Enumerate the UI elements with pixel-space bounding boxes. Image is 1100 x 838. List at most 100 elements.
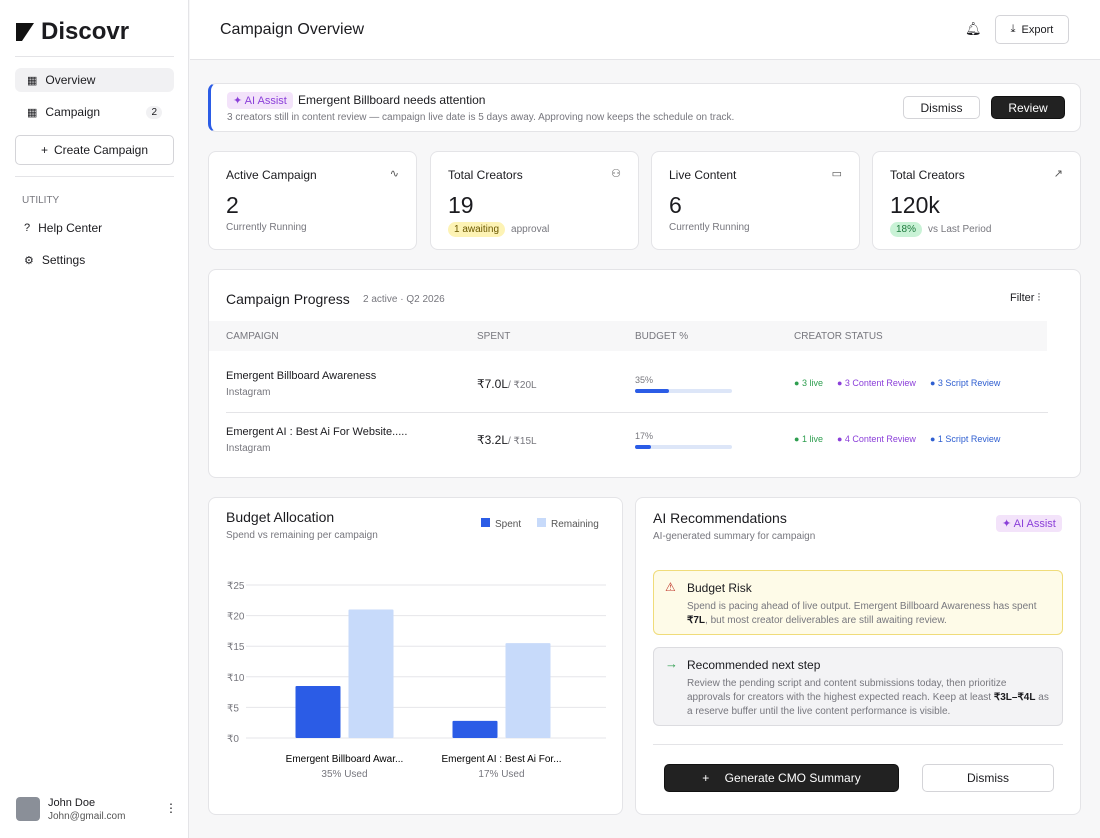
y-tick-label: ₹15 xyxy=(227,642,245,653)
budget-percent: 35% xyxy=(635,375,654,385)
next-step-card: → Recommended next step Review the pendi… xyxy=(653,647,1063,726)
stat-label: Total Creators xyxy=(890,168,965,182)
y-tick-label: ₹25 xyxy=(227,581,245,592)
alert-title: Emergent Billboard needs attention xyxy=(298,93,486,107)
y-tick-label: ₹5 xyxy=(227,703,239,714)
spent: ₹3.2L/ ₹15L xyxy=(477,433,537,447)
budget-percent: 17% xyxy=(635,431,654,441)
campaign-name: Emergent AI : Best Ai For Website..... xyxy=(226,426,408,438)
bell[interactable]: 🔔︎ xyxy=(965,21,982,36)
progress-bar xyxy=(635,389,669,393)
progress-card: Campaign Progress 2 active · Q2 2026 Fil… xyxy=(208,269,1081,478)
spent-value: ₹3.2L xyxy=(477,433,508,447)
utility-label: Help Center xyxy=(38,221,103,235)
budget-total: / ₹15L xyxy=(508,436,537,447)
risk-body: Spend is pacing ahead of live output. Em… xyxy=(687,600,1052,628)
export-button[interactable]: ⤓ Export xyxy=(995,15,1069,44)
campaign-platform: Instagram xyxy=(226,443,271,454)
x-tick-label: Emergent Billboard Awar... xyxy=(286,754,404,765)
legend-swatch xyxy=(537,518,546,527)
stat-icon: ⚇ xyxy=(611,168,621,180)
body-text: , but most creator deliverables are stil… xyxy=(705,615,947,626)
rec-dismiss-button[interactable]: Dismiss xyxy=(922,764,1054,792)
campaign-platform: Instagram xyxy=(226,387,271,398)
stat-icon: ▭ xyxy=(831,168,842,180)
chart: ₹0 ₹5 ₹10 ₹15 ₹20 ₹25 Remaining Spent Emergent B… xyxy=(227,518,606,780)
avatar xyxy=(16,797,40,821)
category-note: 17% Used xyxy=(478,769,524,780)
stat-label: Total Creators xyxy=(448,168,523,182)
creator-status: ● 3 live ● 3 Content Review ● 3 Script Rev… xyxy=(794,378,1000,388)
stat-sub-row: 1 awaiting approval xyxy=(448,222,549,237)
utility-item[interactable]: ⚙ Settings xyxy=(24,253,86,267)
legend-label: Remaining xyxy=(551,519,599,530)
progress-track xyxy=(635,389,732,393)
nav-item[interactable]: ▦ Overview xyxy=(15,68,174,92)
spent: ₹7.0L/ ₹20L xyxy=(477,377,537,391)
stat-badge: 1 awaiting xyxy=(448,222,506,237)
generate-button[interactable]: + Generate CMO Summary xyxy=(664,764,899,792)
bar xyxy=(348,609,394,738)
body-text: ₹3L–₹4L xyxy=(993,692,1036,703)
status-item: ● 3 live xyxy=(794,378,823,388)
alert-tag: ✦ AI Assist xyxy=(227,92,293,109)
category-note: 35% Used xyxy=(321,769,367,780)
filter-button[interactable]: Filter ⫶ xyxy=(1010,292,1041,304)
sidebar: Discovr ▦ Overview ▦ Campaign 2 + Create Cam… xyxy=(0,0,189,838)
stat-icon: ∿ xyxy=(389,168,399,180)
bar xyxy=(295,685,341,738)
column-header: SPENT xyxy=(477,331,511,342)
y-tick-label: ₹20 xyxy=(227,612,245,623)
alert-tag-text: AI Assist xyxy=(244,95,287,107)
stat-card: Total Creators ↗ 120k 18% vs Last Period xyxy=(872,151,1081,250)
stat-card: Total Creators ⚇ 19 1 awaiting approval xyxy=(430,151,639,250)
review-button[interactable]: Review xyxy=(991,96,1065,119)
campaign-name: Emergent Billboard Awareness xyxy=(226,370,377,382)
rec-subtitle: AI-generated summary for campaign xyxy=(653,531,816,542)
section-label: UTILITY xyxy=(22,195,60,206)
stat-card: Active Campaign ∿ 2 Currently Running xyxy=(208,151,417,250)
generate-label: Generate CMO Summary xyxy=(724,771,861,785)
status-item: ● 3 Script Review xyxy=(929,378,1001,388)
stat-value: 6 xyxy=(669,192,682,218)
budget-total: / ₹20L xyxy=(508,380,537,391)
spent-value: ₹7.0L xyxy=(477,377,508,391)
stat-label: Live Content xyxy=(669,168,737,182)
header: Campaign Overview 🔔︎ ⤓ Export xyxy=(190,0,1100,60)
user-email: John@gmail.com xyxy=(48,811,126,822)
legend-label: Spent xyxy=(495,519,521,530)
rec-tag: ✦ AI Assist xyxy=(996,515,1062,532)
stat-sub-row: Currently Running xyxy=(226,222,307,233)
bar xyxy=(505,643,551,738)
progress-bar xyxy=(635,445,652,449)
y-tick-label: ₹10 xyxy=(227,673,245,684)
nav-badge: 2 xyxy=(146,105,162,119)
table-header xyxy=(209,321,1047,351)
risk-title: Budget Risk xyxy=(687,581,752,595)
nav-label: Campaign xyxy=(45,105,101,119)
bar xyxy=(452,720,498,738)
dismiss-button[interactable]: Dismiss xyxy=(903,96,980,119)
nav-label: Overview xyxy=(45,73,96,87)
body-text: Review the pending script and content su… xyxy=(687,678,1007,703)
page-title: Campaign Overview xyxy=(220,21,365,38)
progress-title: Campaign Progress xyxy=(226,291,350,307)
status-item: ● 1 live xyxy=(794,434,823,444)
alert: ✦ AI Assist Emergent Billboard needs att… xyxy=(208,83,1081,132)
legend-swatch xyxy=(481,518,490,527)
risk-card: ⚠ Budget Risk Spend is pacing ahead of l… xyxy=(653,570,1063,635)
stat-label: Active Campaign xyxy=(226,168,317,182)
nav-item[interactable]: ▦ Campaign 2 xyxy=(15,100,174,124)
recommendations-card: AI Recommendations AI-generated summary … xyxy=(635,497,1081,815)
stat-value: 19 xyxy=(448,192,474,218)
user-menu[interactable]: ⋮ xyxy=(165,801,177,815)
y-tick-label: ₹0 xyxy=(227,734,239,745)
x-tick-label: Emergent AI : Best Ai For... xyxy=(441,754,561,765)
next-step-body: Review the pending script and content su… xyxy=(687,677,1052,719)
stat-icon: ↗ xyxy=(1053,168,1063,180)
utility-item[interactable]: ? Help Center xyxy=(24,221,103,235)
column-header: CAMPAIGN xyxy=(226,331,279,342)
create-button[interactable]: + Create Campaign xyxy=(15,135,174,165)
stat-sub: Currently Running xyxy=(669,222,750,233)
column-header: BUDGET % xyxy=(635,331,689,342)
